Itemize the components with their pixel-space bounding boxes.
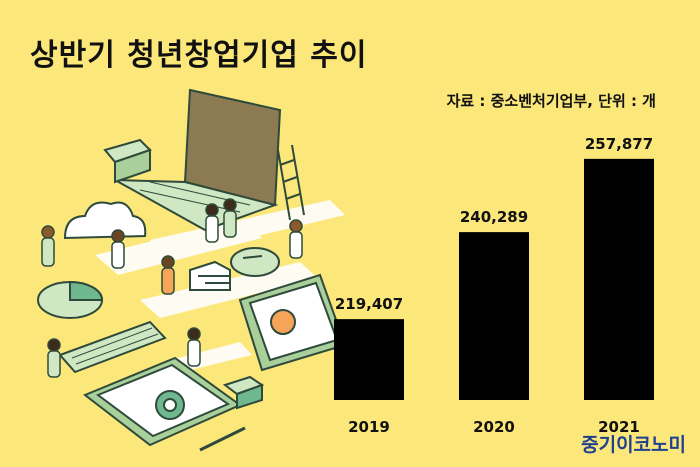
- value-label-2021: 257,877: [585, 135, 653, 153]
- stairs-icon: [189, 260, 231, 291]
- category-label-2021: 2021: [598, 418, 640, 436]
- box-icon: [103, 138, 152, 184]
- bar-2019: [334, 319, 404, 400]
- value-label-2020: 240,289: [460, 208, 528, 226]
- bar-2021: [584, 158, 654, 400]
- category-label-2020: 2020: [473, 418, 515, 436]
- source-note: 자료 : 중소벤처기업부, 단위 : 개: [446, 92, 656, 110]
- pie-chart-icon: [37, 280, 104, 319]
- bar-2020: [459, 232, 529, 400]
- chart-title: 상반기 청년창업기업 추이: [30, 38, 368, 73]
- brand-logo: 중기이코노미: [581, 434, 686, 456]
- value-label-2019: 219,407: [335, 295, 403, 313]
- mouse-icon: [230, 247, 280, 277]
- box-bottom-icon: [222, 375, 265, 410]
- tablet-bottom-icon: [83, 356, 242, 447]
- person-icon: [41, 198, 303, 378]
- cloud-icon: [63, 201, 147, 240]
- ladder-icon: [277, 144, 305, 221]
- pencil-icon: [199, 426, 246, 452]
- category-label-2019: 2019: [348, 418, 390, 436]
- keyboard-icon: [58, 320, 167, 374]
